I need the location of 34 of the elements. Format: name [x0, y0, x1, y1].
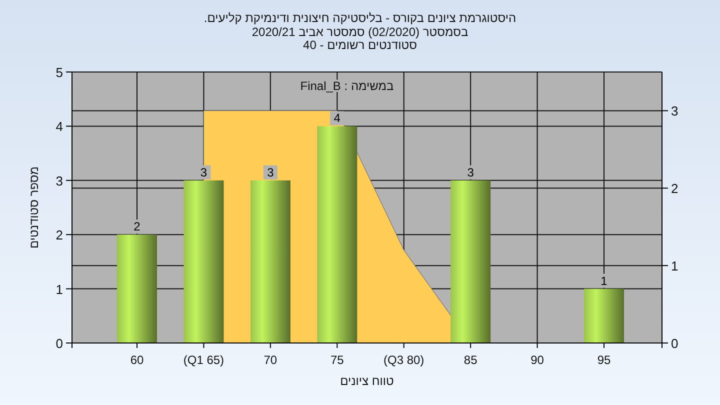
chart-title: היסטוגרמת ציונים בקורס - בליסטיקה חיצונית ודינמיקת קליעים.: [204, 11, 516, 25]
x-axis-title: טווח ציונים: [340, 374, 394, 388]
x-tick-label: (Q1 65): [183, 353, 224, 367]
data-label: 3: [267, 165, 274, 180]
x-tick-label: (Q3 80): [384, 353, 424, 367]
x-tick-label: 70: [264, 353, 278, 367]
y2-tick-label: 1: [671, 258, 678, 274]
data-label: 3: [467, 165, 474, 180]
y-tick-label: 3: [56, 173, 63, 188]
x-tick-label: 60: [130, 353, 144, 367]
y-tick-label: 1: [56, 282, 63, 297]
bar: [117, 234, 157, 343]
x-tick-label: 95: [597, 353, 611, 367]
y2-tick-label: 3: [671, 104, 678, 119]
data-label: 4: [334, 111, 341, 126]
x-tick-label: 75: [330, 353, 344, 367]
x-tick-label: 85: [464, 353, 478, 367]
data-label: 1: [600, 274, 608, 288]
bar: [584, 288, 624, 343]
bar: [317, 126, 358, 343]
data-label: 2: [134, 220, 141, 234]
data-label: 3: [200, 165, 208, 180]
y-tick-label: 5: [56, 65, 63, 80]
y-axis-title: מספר סטודנטים: [27, 166, 41, 249]
x-tick-label: 90: [530, 353, 544, 367]
bar: [184, 180, 224, 343]
y-tick-label: 0: [56, 336, 63, 351]
chart-subtitle: בסמסטר (02/2020) סמסטר אביב 2020/21 סטודנטים רשומים - 40: [252, 25, 468, 52]
y-tick-label: 4: [56, 119, 63, 134]
bar: [450, 180, 491, 343]
bar: [250, 180, 290, 343]
y-tick-label: 2: [56, 228, 63, 243]
y2-tick-label: 0: [671, 336, 678, 351]
y2-tick-label: 2: [671, 181, 678, 196]
